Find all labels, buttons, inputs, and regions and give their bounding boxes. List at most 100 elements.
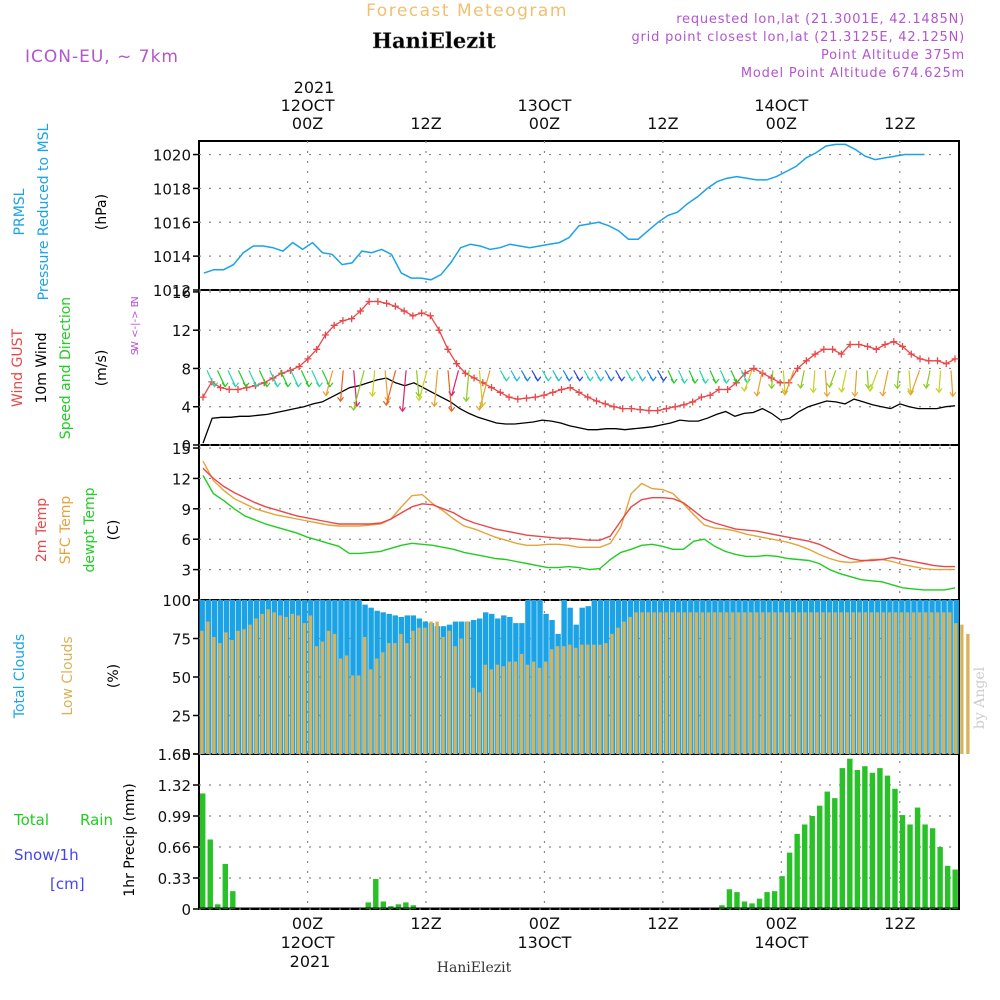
low-cloud-bar — [212, 636, 216, 754]
low-cloud-bar — [556, 646, 560, 754]
wind-gust-marker — [837, 350, 845, 358]
wind-arrow-head — [768, 383, 776, 390]
bottom-date-label: 13OCT — [518, 933, 572, 952]
low-cloud-bar — [930, 612, 934, 754]
bottom-hour-label: 00Z — [292, 914, 323, 933]
low-cloud-bar — [338, 658, 343, 754]
low-cloud-bar — [718, 612, 723, 754]
wind-arrow-head — [826, 382, 834, 389]
rain-bar — [914, 807, 921, 909]
wind-arrow-head — [851, 391, 859, 398]
low-cloud-bar — [344, 655, 349, 754]
low-cloud-bar — [622, 621, 626, 754]
rain-bar — [869, 772, 876, 909]
low-cloud-bar — [706, 612, 711, 754]
pressure-ytick-label: 1020 — [153, 147, 191, 165]
wind-arrow-head — [462, 396, 470, 403]
low-cloud-bar — [634, 612, 638, 754]
rain-bar — [801, 824, 808, 909]
wind-direction-arrow — [371, 370, 376, 397]
precip-rain-label: Rain — [80, 811, 113, 829]
rain-bar — [200, 793, 206, 909]
low-cloud-bar — [224, 632, 228, 754]
wind-gust-marker — [916, 355, 924, 363]
rain-bar — [854, 769, 861, 909]
wind-gust-marker — [295, 363, 303, 371]
wind-direction-arrow — [841, 370, 847, 393]
low-cloud-bar — [936, 612, 940, 754]
low-cloud-bar — [544, 661, 548, 754]
low-cloud-bar — [827, 612, 831, 754]
low-cloud-bar — [242, 629, 246, 754]
wind-gust-marker — [636, 406, 644, 414]
rain-bar — [749, 903, 755, 909]
wind-arrow-head — [893, 383, 901, 390]
rain-bar — [862, 766, 868, 909]
low-cloud-bar — [363, 636, 367, 754]
wind-gust-marker — [426, 312, 434, 320]
temp-ytick-label: 12 — [172, 470, 191, 488]
wind-gust-marker — [662, 405, 670, 413]
wind-gust-marker — [680, 401, 688, 409]
low-cloud-bar — [604, 643, 608, 754]
wind-panel — [199, 297, 959, 444]
low-cloud-bar — [369, 669, 373, 754]
rain-bar — [726, 889, 733, 909]
wind-gust-marker — [881, 341, 889, 349]
wind-gust-marker — [864, 342, 872, 350]
wind-gust-marker — [750, 364, 758, 372]
wind-arrow-head — [284, 382, 292, 388]
low-cloud-bar — [664, 612, 668, 754]
low-cloud-bar — [206, 621, 210, 754]
low-cloud-bar — [387, 643, 391, 754]
low-cloud-bar — [833, 612, 837, 754]
rain-bar — [779, 876, 785, 909]
temp-ytick-label: 15 — [172, 440, 191, 458]
wind-gust-marker — [234, 386, 242, 394]
wind-gust-marker — [802, 357, 810, 365]
wind-gust-marker — [391, 302, 399, 310]
wind-direction-arrow — [812, 370, 816, 393]
top-date-label: 14OCT — [754, 96, 808, 115]
wind-arrow-head — [670, 378, 678, 385]
temp-sfc-label: SFC Temp — [58, 496, 74, 565]
low-cloud-bar — [688, 612, 693, 754]
wind-arrow-head — [211, 382, 219, 388]
low-cloud-bar — [248, 624, 252, 754]
low-cloud-bar — [851, 612, 855, 754]
wind-ytick-label: 12 — [172, 322, 191, 340]
low-cloud-bar — [616, 627, 620, 754]
footer-watermark: HaniElezit — [437, 960, 512, 976]
wind-ytick-label: 0 — [181, 437, 191, 455]
wind-gust-marker — [225, 386, 233, 394]
top-hour-label: 12Z — [647, 114, 678, 133]
low-cloud-bar — [905, 612, 910, 754]
low-cloud-bar — [658, 612, 662, 754]
low-cloud-bar — [278, 615, 282, 754]
low-cloud-bar — [357, 675, 361, 754]
wind-direction-arrow — [869, 370, 879, 392]
wind-arrow-head — [712, 378, 720, 385]
grid-lines: 1012101410161018102004812160369121502550… — [153, 141, 959, 919]
wind-gust-marker — [461, 369, 469, 377]
rain-bar — [230, 891, 236, 909]
low-cloud-bar — [785, 612, 789, 754]
rain-bar — [929, 828, 936, 909]
wind-gust-marker — [942, 360, 950, 368]
low-cloud-bar — [863, 612, 868, 754]
wind-gust-marker — [531, 393, 539, 401]
wind-arrow-head — [740, 386, 748, 393]
wind-direction-arrow — [415, 370, 420, 397]
compass-west-east: W <-|-> E — [130, 301, 141, 351]
wind-gust-marker — [453, 360, 461, 368]
top-date-label: 12OCT — [281, 96, 335, 115]
wind-gust-marker — [575, 388, 583, 396]
low-cloud-bar — [815, 612, 819, 754]
wind-arrow-head — [649, 376, 657, 382]
wind-direction-arrow — [227, 370, 237, 387]
total-cloud-bar — [476, 618, 483, 754]
wind-arrow-head — [701, 378, 709, 385]
rain-bar — [741, 901, 748, 909]
wind-direction-arrow — [433, 370, 439, 407]
wind-gust-marker — [199, 393, 207, 401]
